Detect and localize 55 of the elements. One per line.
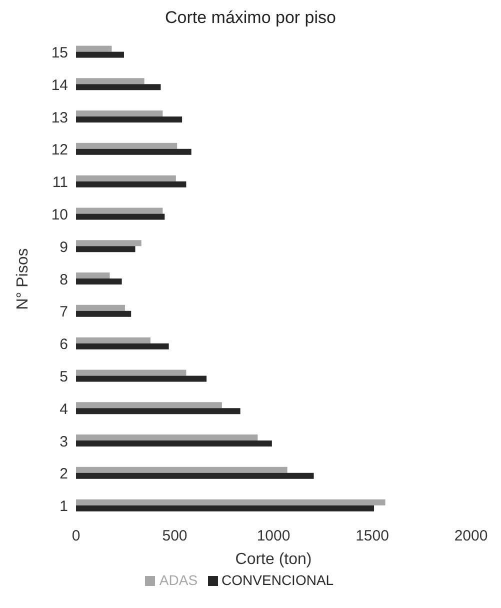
x-tick-label: 1500 xyxy=(356,528,389,545)
x-tick-label: 0 xyxy=(72,528,80,545)
y-axis-title: N° Pisos xyxy=(14,248,32,310)
x-axis-title: Corte (ton) xyxy=(235,551,312,568)
bar xyxy=(76,148,192,155)
bar xyxy=(76,181,186,188)
y-tick-label: 4 xyxy=(60,400,68,418)
bar xyxy=(76,110,163,117)
legend-label: CONVENCIONAL xyxy=(222,572,334,588)
bar xyxy=(76,46,112,52)
bar xyxy=(76,208,163,214)
bar xyxy=(76,246,136,252)
y-tick-label: 2 xyxy=(60,466,68,483)
bar xyxy=(76,466,288,473)
x-tick-label: 2000 xyxy=(454,528,488,545)
x-tick-label: 500 xyxy=(162,528,188,545)
chart-title: Corte máximo por piso xyxy=(164,8,337,28)
bar xyxy=(76,440,272,447)
bar xyxy=(76,337,150,344)
y-tick-label: 3 xyxy=(60,433,68,450)
y-tick-label: 8 xyxy=(60,271,68,288)
bar xyxy=(76,434,258,441)
x-tick-label: 1000 xyxy=(256,528,290,545)
y-tick-label: 15 xyxy=(51,44,68,62)
y-tick-label: 14 xyxy=(51,76,68,94)
bar xyxy=(76,84,161,90)
bar xyxy=(76,304,125,311)
y-tick-label: 10 xyxy=(51,206,68,224)
bar xyxy=(76,272,110,279)
bar xyxy=(76,116,182,123)
legend-label: ADAS xyxy=(159,572,198,588)
bar xyxy=(76,52,124,58)
bar xyxy=(76,499,386,506)
y-tick-label: 5 xyxy=(60,368,68,386)
y-tick-label: 12 xyxy=(51,142,68,159)
bar xyxy=(76,214,165,220)
y-tick-label: 11 xyxy=(52,174,68,192)
y-tick-label: 9 xyxy=(60,238,68,256)
bar xyxy=(76,343,169,350)
bar xyxy=(76,472,314,479)
bar xyxy=(76,142,178,149)
y-tick-label: 1 xyxy=(60,498,68,516)
bar xyxy=(76,505,374,512)
bar xyxy=(76,78,144,84)
y-tick-label: 7 xyxy=(60,304,68,321)
y-tick-label: 6 xyxy=(60,336,68,354)
bar xyxy=(76,370,186,376)
y-tick-label: 13 xyxy=(51,109,68,126)
bar xyxy=(76,175,176,182)
bar xyxy=(76,310,132,317)
bar xyxy=(76,278,122,285)
bar xyxy=(76,240,142,246)
bar xyxy=(76,408,240,414)
bar xyxy=(76,402,222,408)
bar xyxy=(76,376,207,382)
